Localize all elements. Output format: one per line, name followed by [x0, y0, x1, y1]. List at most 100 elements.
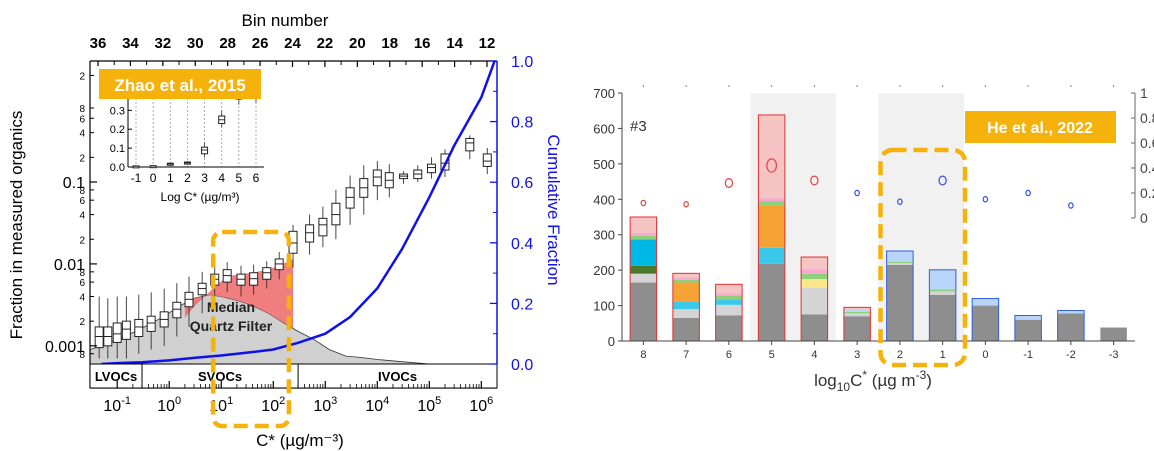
- left-chart-panel: Median Quartz Filter LVOCs SVOCs IVOCs 0.1…: [7, 11, 563, 450]
- inset-xlabel: Log C* (µg/m³): [161, 190, 240, 204]
- box-whisker: [236, 265, 246, 297]
- right-axis-title: Cumulative Fraction: [544, 134, 563, 285]
- ratio-marker: [810, 175, 819, 186]
- bar-segment: [672, 317, 700, 341]
- bar-stack-8: [629, 216, 658, 342]
- inset-y-tick-label: 0.1: [110, 143, 125, 155]
- box-body: [465, 137, 475, 152]
- inset-x-tick-label: 3: [201, 171, 208, 185]
- right-tick-label: 0.0: [511, 357, 533, 374]
- top-tick-label: 28: [219, 35, 236, 52]
- bar-segment: [843, 309, 871, 312]
- bar-segment: [801, 257, 828, 270]
- inset-box-body: [201, 146, 209, 155]
- bar-stack-5: [757, 114, 786, 342]
- box-whisker: [359, 165, 369, 215]
- category-label: -3: [1109, 349, 1119, 361]
- bar-stack-1: [928, 269, 957, 342]
- bar-segment: [630, 265, 657, 274]
- box-whisker: [482, 148, 492, 175]
- bar-segment: [758, 201, 785, 206]
- bar-segment: [886, 251, 914, 262]
- right-tick-label: 0.4: [1140, 160, 1154, 176]
- top-tick-label: 32: [154, 35, 171, 52]
- inset-box-whisker: [201, 142, 209, 158]
- tick-exponent: 4: [383, 395, 389, 407]
- y-tick-label: 700: [593, 86, 615, 101]
- inset-box-whisker: [166, 162, 174, 166]
- right-chart-left-ticks: 0 100 200 300 400 500 600 700: [593, 86, 622, 349]
- ratio-marker: [1068, 202, 1074, 209]
- y-tick-label: 300: [593, 228, 615, 243]
- box-body: [482, 153, 492, 167]
- bar-stack-0: [971, 297, 1000, 342]
- box-whisker: [399, 171, 409, 184]
- category-label: 4: [811, 349, 817, 361]
- bar-segment: [1014, 319, 1042, 341]
- top-tick-label: 14: [446, 35, 463, 52]
- y-tick-label: 600: [593, 121, 615, 136]
- bar-stack-6: [715, 283, 743, 342]
- box-whisker: [465, 135, 475, 160]
- left-minor-label: 4: [79, 129, 85, 140]
- box-body: [331, 202, 341, 226]
- y-tick-label: 500: [593, 157, 615, 172]
- right-tick-label: 0: [1140, 210, 1148, 226]
- bar-segment: [886, 261, 914, 264]
- box-series: [94, 135, 492, 359]
- tick-exponent: 6: [487, 395, 493, 407]
- bar-segment: [929, 289, 956, 292]
- ratio-marker: [982, 196, 989, 203]
- box-whisker: [134, 294, 144, 354]
- inset-x-tick-label: 6: [253, 171, 260, 185]
- citation-left: Zhao et al., 2015: [114, 76, 245, 95]
- right-tick-label: 0.2: [1140, 185, 1154, 201]
- tick-base: 10: [103, 398, 121, 415]
- bar-segment: [843, 316, 871, 341]
- category-label: 0: [982, 349, 988, 361]
- bar-segment: [672, 279, 700, 283]
- ratio-markers: [640, 158, 1074, 209]
- box-body: [318, 217, 328, 237]
- bar-segment: [1014, 315, 1042, 320]
- bottom-tick-label: 10-1: [103, 395, 131, 415]
- left-minor-label: 8: [79, 186, 85, 197]
- ratio-marker: [938, 175, 947, 186]
- highlight-box-left: [210, 229, 292, 429]
- bar-segment: [630, 217, 657, 233]
- inset-x-tick-label: 0: [150, 171, 157, 185]
- y-tick-label: 0: [608, 334, 615, 349]
- inset-y-tick-label: 0.3: [110, 105, 125, 117]
- bar-segment: [715, 299, 743, 305]
- inset-x-tick-label: -1: [131, 171, 142, 185]
- inset-x-tick-label: 2: [184, 171, 191, 185]
- bar-stack--1: [1014, 314, 1042, 342]
- right-axis-ticks: 0.0 0.2 0.4 0.6 0.8 1.0: [490, 54, 533, 374]
- left-minor-label: 2: [79, 71, 85, 82]
- bar-stack-2: [886, 250, 914, 342]
- bar-stack--2: [1057, 310, 1085, 342]
- bar-segment: [630, 232, 657, 236]
- tick-base: 10: [313, 398, 331, 415]
- box-whisker: [262, 261, 272, 289]
- top-tick-label: 18: [381, 35, 398, 52]
- box-whisker: [94, 296, 104, 359]
- tick-exponent: -1: [121, 395, 131, 407]
- left-tick-label: 0.01: [54, 257, 85, 274]
- bar-segment: [672, 282, 700, 303]
- red-area-path: [184, 258, 293, 364]
- bottom-tick-label: 100: [157, 395, 181, 415]
- bottom-tick-label: 104: [365, 395, 389, 415]
- y-tick-label: 100: [593, 299, 615, 314]
- bar-segment: [758, 263, 785, 341]
- right-tick-label: 0.6: [511, 175, 533, 192]
- ratio-marker: [640, 199, 647, 207]
- bar-stack-7: [672, 272, 700, 342]
- bar-segment: [630, 239, 657, 266]
- bar-segment: [672, 309, 700, 318]
- left-minor-label: 2: [79, 153, 85, 164]
- ratio-marker: [766, 158, 778, 173]
- volatility-classes: LVOCs SVOCs IVOCs: [95, 364, 417, 388]
- left-minor-label: 4: [79, 211, 85, 222]
